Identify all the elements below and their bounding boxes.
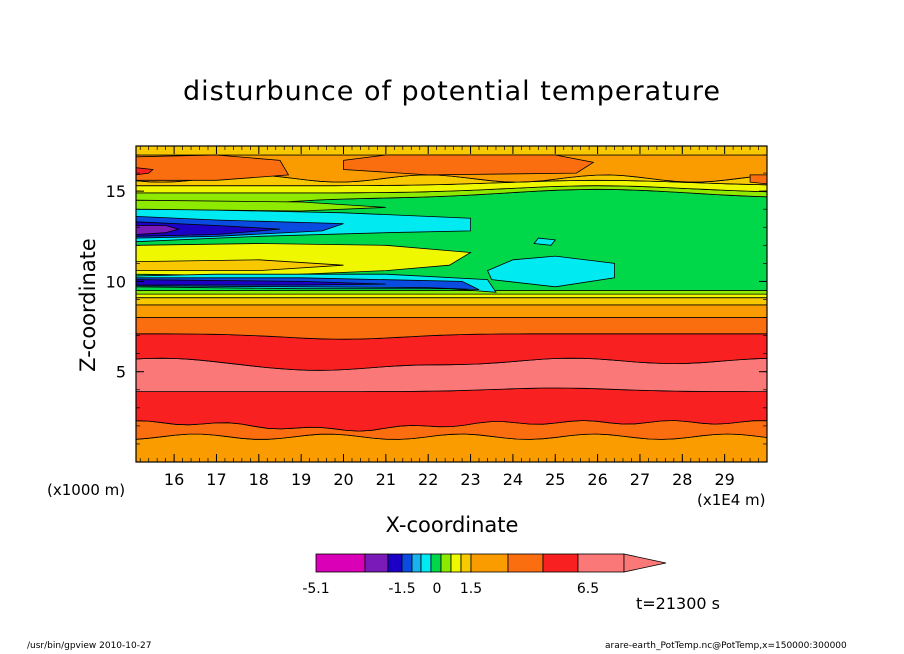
band-yellow-thin [136, 293, 767, 299]
dark-blue-upper [136, 221, 281, 237]
colorbar-segment [460, 553, 472, 573]
dark-orange-top-mid [343, 154, 595, 176]
x-tick-label: 17 [206, 470, 226, 489]
x-tick-label: 21 [376, 470, 396, 489]
band-lime-thin [136, 290, 767, 295]
x-tick-label: 23 [460, 470, 480, 489]
colorbar-segment [401, 553, 413, 573]
x-tick-label: 28 [672, 470, 692, 489]
colorbar-segment [577, 553, 625, 573]
cyan-dot [533, 237, 557, 246]
colorbar-segment [364, 553, 389, 573]
colorbar-segment [450, 553, 462, 573]
x-tick-label: 22 [418, 470, 438, 489]
x-tick-label: 25 [545, 470, 565, 489]
y-tick-label: 5 [116, 363, 126, 382]
footer-source: arare-earth_PotTemp.nc@PotTemp,x=150000:… [605, 641, 847, 651]
colorbar-label: 1.5 [460, 581, 482, 597]
footer-command: /usr/bin/gpview 2010-10-27 [27, 641, 152, 651]
red-top-left [136, 167, 154, 176]
y-tick-label: 10 [106, 272, 126, 291]
band-gold [136, 297, 767, 306]
band-top-gold [136, 146, 767, 156]
x-scale-label: (x1E4 m) [697, 491, 766, 509]
x-tick-label: 18 [249, 470, 269, 489]
gold-streak [136, 259, 344, 271]
colorbar-segment [387, 553, 403, 573]
colorbar-segment [470, 553, 509, 573]
colorbar-arrow [623, 553, 667, 573]
x-tick-label: 24 [503, 470, 523, 489]
time-label: t=21300 s [636, 594, 720, 613]
chart-title: disturbunce of potential temperature [183, 76, 721, 107]
colorbar-label: 6.5 [577, 581, 599, 597]
colorbar-segment [420, 553, 432, 573]
dark-blue-jet [136, 279, 386, 286]
colorbar-label: 0 [433, 581, 442, 597]
lime-upper-left [136, 199, 386, 212]
colorbar-segment [411, 553, 422, 573]
x-tick-label: 20 [333, 470, 353, 489]
y-axis-label: Z-coordinate [76, 238, 100, 372]
y-tick-label: 15 [106, 182, 126, 201]
x-axis-label: X-coordinate [385, 513, 519, 537]
x-tick-label: 27 [630, 470, 650, 489]
cyan-blob-right [486, 255, 615, 288]
colorbar-segment [542, 553, 579, 573]
x-tick-label: 29 [714, 470, 734, 489]
colorbar-label: -5.1 [302, 581, 329, 597]
colorbar-segment [440, 553, 452, 573]
purple-core [136, 225, 180, 235]
band-mid-orange [136, 304, 767, 318]
colorbar-segment [315, 553, 366, 573]
colorbar-segment [507, 553, 544, 573]
x-tick-label: 16 [164, 470, 184, 489]
dark-orange-top-right [749, 174, 767, 185]
x-tick-label: 26 [587, 470, 607, 489]
colorbar-segment [430, 553, 442, 573]
x-unit-label: (x1000 m) [47, 481, 126, 499]
x-tick-label: 19 [291, 470, 311, 489]
dark-orange-top-left [136, 154, 290, 181]
plot-frame [135, 145, 768, 463]
contour-field [136, 146, 767, 462]
colorbar-label: -1.5 [388, 581, 415, 597]
